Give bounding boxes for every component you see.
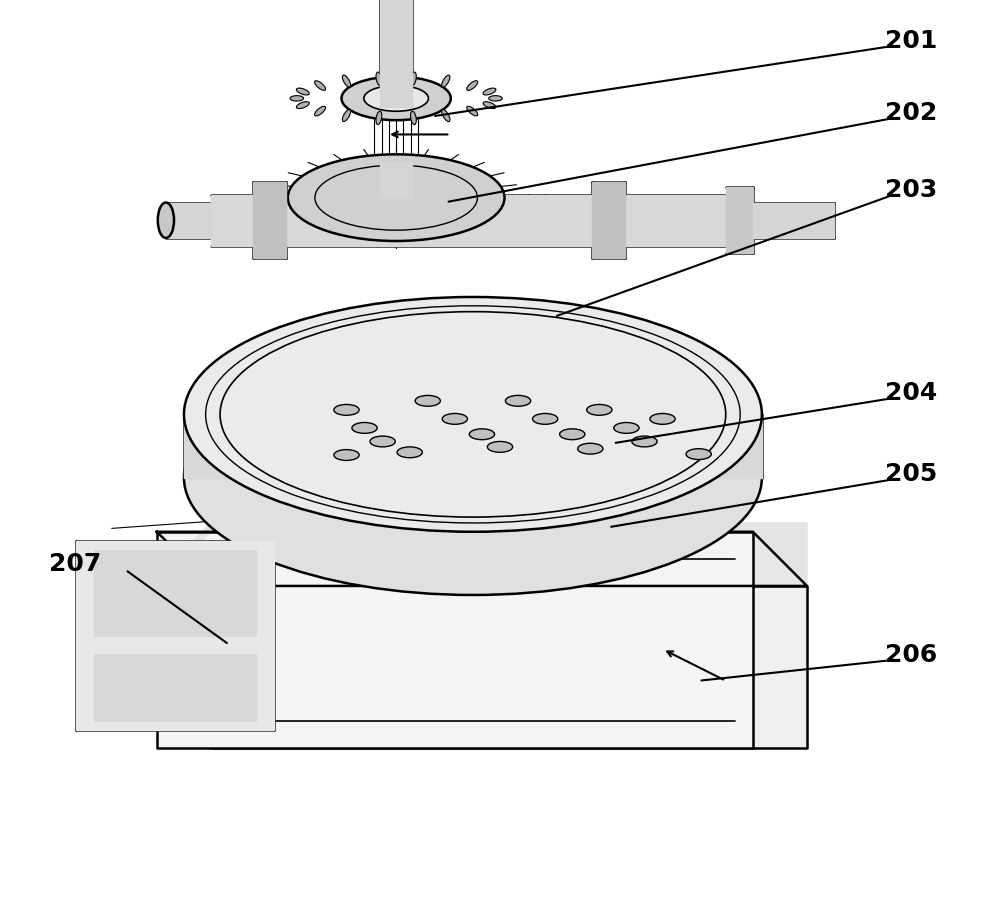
Ellipse shape (184, 298, 762, 532)
Ellipse shape (410, 73, 416, 87)
Ellipse shape (296, 103, 309, 109)
Text: 206: 206 (885, 642, 937, 666)
Polygon shape (211, 586, 807, 749)
Ellipse shape (560, 429, 585, 440)
Ellipse shape (483, 89, 496, 96)
Ellipse shape (376, 73, 382, 87)
Ellipse shape (352, 423, 377, 434)
Text: 205: 205 (885, 462, 937, 485)
Text: 201: 201 (885, 29, 937, 52)
Polygon shape (76, 541, 274, 731)
Ellipse shape (290, 97, 304, 102)
Ellipse shape (158, 203, 174, 239)
Polygon shape (94, 655, 256, 722)
Ellipse shape (376, 112, 382, 125)
Ellipse shape (342, 78, 451, 121)
Ellipse shape (334, 405, 359, 416)
Ellipse shape (483, 103, 496, 109)
Polygon shape (380, 162, 412, 198)
Ellipse shape (614, 423, 639, 434)
Ellipse shape (442, 110, 450, 123)
Ellipse shape (342, 76, 351, 88)
Ellipse shape (334, 450, 359, 461)
Ellipse shape (288, 155, 505, 242)
Ellipse shape (467, 107, 478, 116)
Text: 207: 207 (49, 552, 102, 575)
Ellipse shape (315, 82, 326, 91)
Ellipse shape (342, 110, 351, 123)
Ellipse shape (487, 442, 513, 453)
Polygon shape (753, 203, 834, 239)
Text: 204: 204 (885, 381, 937, 404)
Ellipse shape (632, 437, 657, 447)
Polygon shape (157, 532, 753, 749)
Ellipse shape (505, 396, 531, 407)
Polygon shape (94, 550, 256, 637)
Polygon shape (184, 415, 762, 478)
Ellipse shape (442, 414, 467, 425)
Ellipse shape (410, 112, 416, 125)
Ellipse shape (650, 414, 675, 425)
Ellipse shape (533, 414, 558, 425)
Polygon shape (726, 189, 753, 253)
Ellipse shape (686, 449, 711, 460)
Ellipse shape (587, 405, 612, 416)
Ellipse shape (469, 429, 495, 440)
Ellipse shape (315, 107, 326, 116)
Ellipse shape (184, 361, 762, 595)
Polygon shape (380, 0, 412, 108)
Polygon shape (166, 203, 211, 239)
Ellipse shape (442, 76, 450, 88)
Ellipse shape (370, 437, 395, 447)
Ellipse shape (397, 447, 422, 458)
Text: 202: 202 (885, 101, 937, 124)
Ellipse shape (489, 97, 502, 102)
Ellipse shape (467, 82, 478, 91)
Polygon shape (592, 183, 625, 259)
Polygon shape (253, 183, 286, 259)
Polygon shape (157, 532, 807, 586)
Polygon shape (211, 196, 726, 246)
Ellipse shape (578, 444, 603, 455)
Text: 203: 203 (885, 178, 937, 201)
Polygon shape (157, 523, 807, 586)
Ellipse shape (415, 396, 440, 407)
Ellipse shape (296, 89, 309, 96)
Ellipse shape (364, 87, 428, 112)
